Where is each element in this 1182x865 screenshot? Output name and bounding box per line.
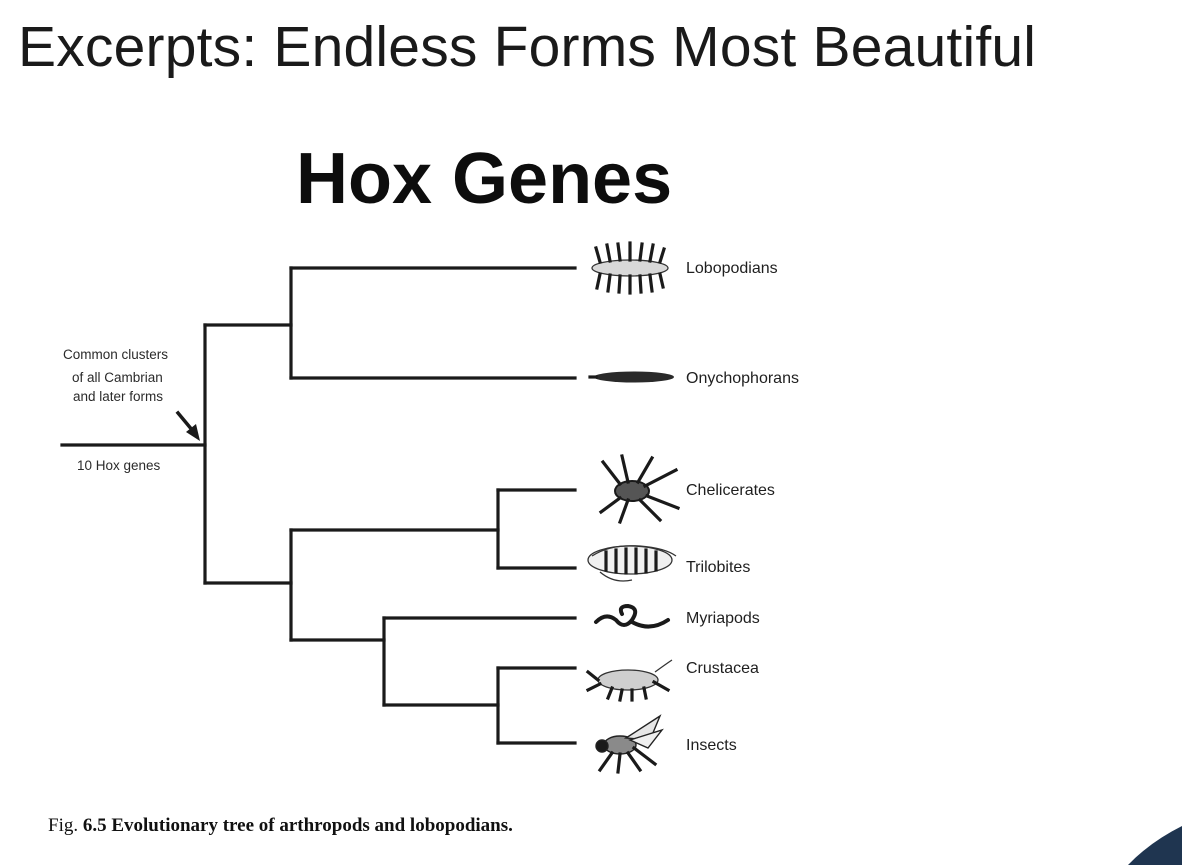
taxon-label-chelicerates: Chelicerates <box>686 482 775 499</box>
insect-icon <box>595 714 664 774</box>
arrow-icon <box>175 410 200 441</box>
chelicerate-icon <box>598 454 681 525</box>
root-note-line-2: of all Cambrian <box>72 370 163 385</box>
taxon-label-onychophorans: Onychophorans <box>686 370 799 387</box>
root-note-line-3: and later forms <box>73 389 163 404</box>
trilobite-icon <box>587 545 677 582</box>
taxon-label-trilobites: Trilobites <box>686 559 750 576</box>
taxon-label-myriapods: Myriapods <box>686 610 760 627</box>
caption-text: 6.5 Evolutionary tree of arthropods and … <box>82 815 513 836</box>
myriapod-icon <box>594 603 670 629</box>
onychophoran-icon <box>588 371 674 383</box>
taxon-label-lobopodians: Lobopodians <box>686 260 778 277</box>
taxon-label-crustacea: Crustacea <box>686 660 759 677</box>
slide-title: Excerpts: Endless Forms Most Beautiful <box>18 15 1037 79</box>
crustacean-icon <box>585 659 673 702</box>
lobopodian-icon <box>591 241 669 295</box>
taxon-label-insects: Insects <box>686 737 737 754</box>
caption-prefix: Fig. <box>48 815 79 836</box>
root-label: 10 Hox genes <box>77 458 161 473</box>
figure-caption: Fig. 6.5 Evolutionary tree of arthropods… <box>48 815 513 837</box>
figure-heading: Hox Genes <box>296 139 673 219</box>
root-note-line-1: Common clusters <box>63 347 168 362</box>
